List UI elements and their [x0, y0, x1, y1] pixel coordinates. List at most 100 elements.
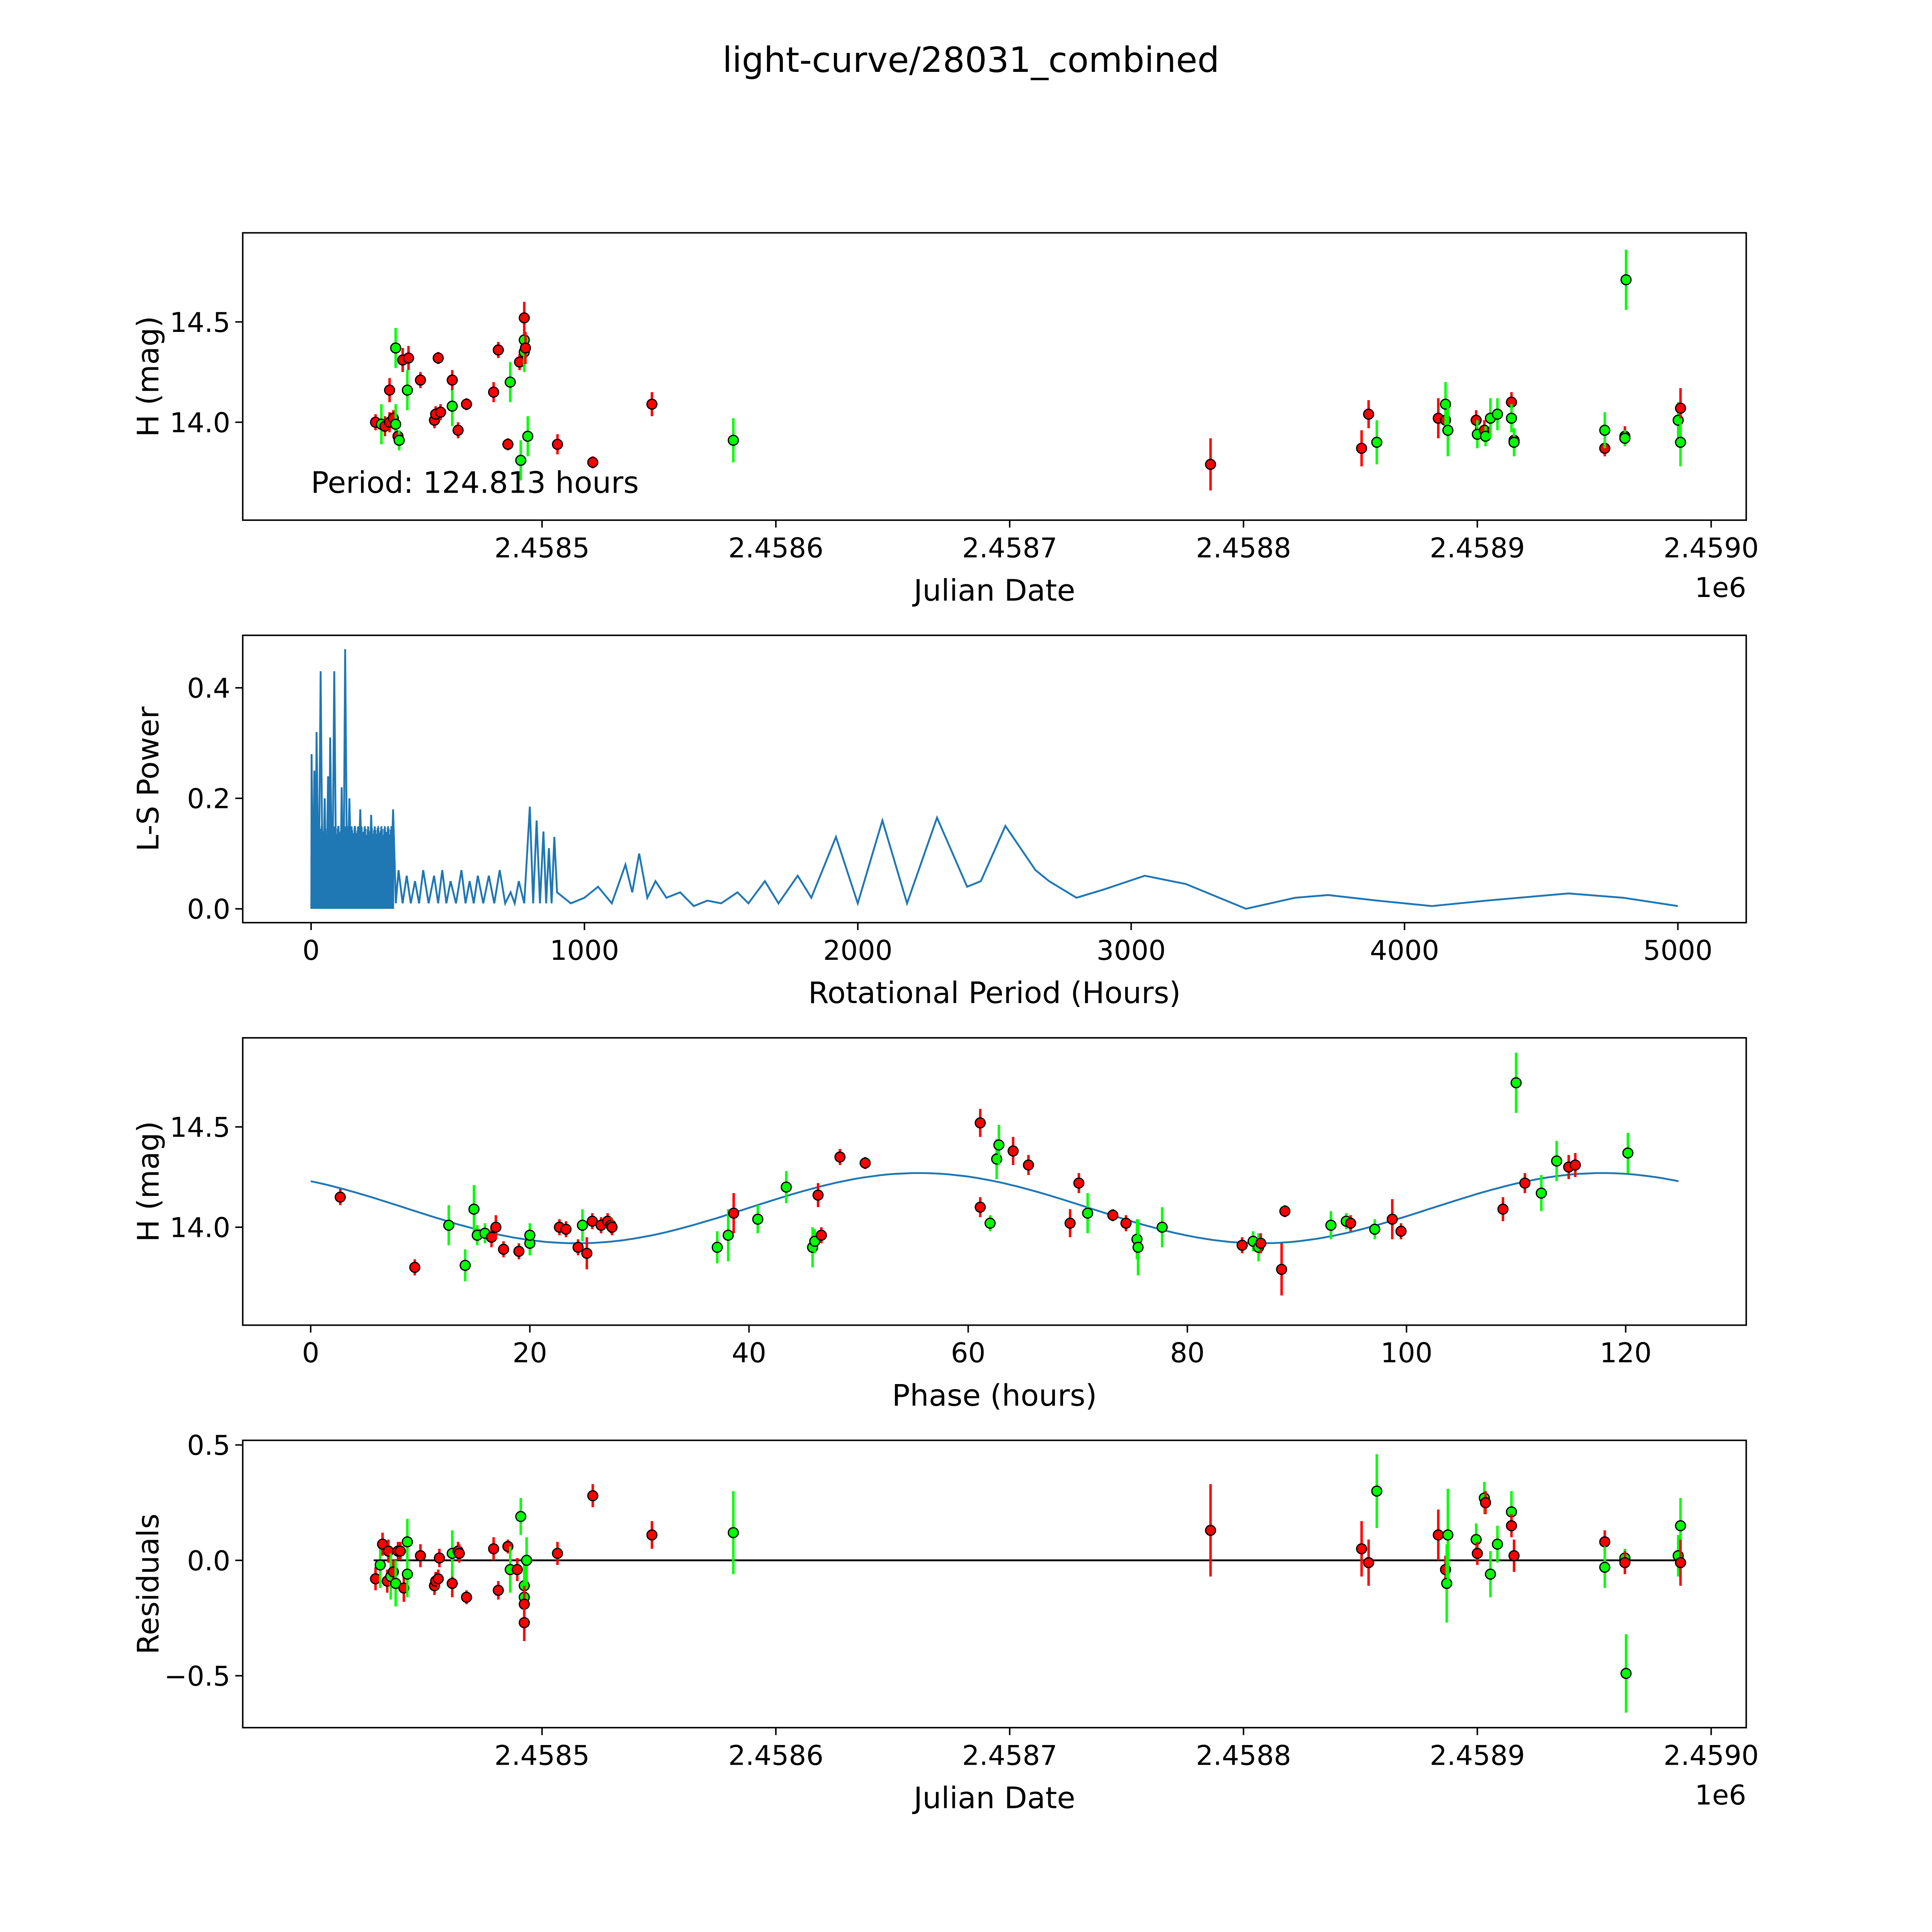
period-annotation: Period: 124.813 hours: [311, 466, 639, 500]
data-point-red: [1356, 442, 1367, 454]
x-tick-label: 2.4586: [728, 532, 824, 564]
data-point-red: [1599, 1536, 1611, 1548]
data-point-red: [1675, 1557, 1686, 1568]
data-point-red: [552, 439, 563, 450]
x-tick-label: 120: [1600, 1337, 1652, 1369]
data-point-green: [1371, 1485, 1383, 1497]
y-axis-label: H (mag): [131, 316, 166, 437]
y-tick-label: 0.4: [187, 673, 230, 704]
y-tick-label: 0.5: [187, 1430, 230, 1461]
data-point-red: [587, 1490, 599, 1502]
y-tick-label: −0.5: [164, 1660, 230, 1692]
data-point-red: [587, 457, 599, 468]
light-curve-panel: 2.4585 2.4586 2.4587 2.4588 2.4589 2.4590 14.0…: [131, 232, 1759, 608]
x-tick-label: 4000: [1370, 935, 1439, 966]
data-point-red: [335, 1191, 346, 1203]
x-axis-label: Rotational Period (Hours): [808, 976, 1181, 1010]
data-point-green: [577, 1219, 588, 1231]
data-point-red: [409, 1262, 420, 1273]
data-point-green: [728, 1527, 739, 1538]
x-tick-label: 2.4589: [1430, 532, 1525, 564]
plot-marks: [370, 250, 1686, 491]
data-point-green: [1508, 437, 1520, 448]
data-point-red: [432, 1573, 444, 1585]
data-point-green: [752, 1213, 764, 1225]
x-tick-label: 2.4585: [494, 1740, 590, 1771]
data-point-green: [993, 1139, 1005, 1151]
data-point-green: [515, 1511, 527, 1522]
data-point-red: [728, 1208, 740, 1219]
x-tick-label: 2.4590: [1663, 1740, 1759, 1771]
data-point-red: [1432, 1529, 1444, 1541]
data-point-red: [1519, 1177, 1531, 1189]
figure-title: light-curve/28031_combined: [723, 40, 1219, 80]
data-point-green: [1675, 1520, 1686, 1531]
y-tick-label: 14.0: [170, 1212, 230, 1244]
data-point-red: [572, 1242, 584, 1253]
y-tick-label: 0.2: [187, 783, 230, 815]
data-point-green: [401, 1536, 413, 1548]
data-point-red: [519, 312, 530, 324]
axes-frame: [242, 1439, 1747, 1729]
data-point-red: [498, 1243, 509, 1255]
data-point-red: [1120, 1218, 1132, 1229]
y-tick-label: 0.0: [187, 894, 230, 925]
phase-folded-panel: 0 20 40 60 80 100 120 14.0 14.5 Phase (hours) H (m…: [131, 1037, 1747, 1413]
x-axis-label: Julian Date: [912, 1781, 1075, 1815]
data-point-green: [1371, 437, 1383, 448]
data-point-green: [1619, 432, 1631, 444]
x-tick-label: 2.4588: [1196, 532, 1291, 564]
data-point-green: [443, 1219, 454, 1231]
data-point-red: [975, 1117, 986, 1129]
data-point-red: [1363, 1557, 1374, 1568]
data-point-green: [1620, 274, 1632, 286]
x-tick-label: 2.4588: [1196, 1740, 1291, 1771]
data-point-green: [984, 1218, 996, 1229]
axes-frame: [242, 1037, 1747, 1326]
x-axis-label: Phase (hours): [892, 1379, 1097, 1413]
data-point-green: [1156, 1221, 1168, 1233]
data-point-green: [390, 418, 401, 430]
x-tick-label: 3000: [1097, 935, 1166, 966]
data-point-red: [519, 1617, 530, 1628]
x-tick-label: 2.4589: [1430, 1740, 1525, 1771]
data-point-green: [1369, 1223, 1381, 1235]
data-point-green: [1620, 1668, 1632, 1679]
data-point-green: [1506, 412, 1517, 424]
data-point-green: [1622, 1147, 1634, 1159]
data-point-green: [728, 435, 739, 446]
data-point-red: [581, 1248, 593, 1259]
data-point-red: [1007, 1145, 1019, 1157]
data-point-green: [522, 430, 534, 442]
data-point-red: [975, 1201, 986, 1213]
data-point-red: [1345, 1218, 1356, 1229]
data-point-green: [446, 400, 458, 412]
data-point-red: [488, 1543, 499, 1554]
periodogram-panel: 0 1000 2000 3000 4000 5000 0.0 0.2 0.4 Rotational…: [131, 634, 1747, 1010]
data-point-green: [521, 1554, 532, 1566]
x-tick-label: 0: [302, 1337, 320, 1369]
data-point-red: [859, 1157, 871, 1169]
data-point-red: [415, 1550, 426, 1561]
data-point-green: [991, 1153, 1002, 1165]
x-tick-label: 60: [951, 1337, 986, 1369]
data-point-red: [454, 1548, 465, 1559]
data-point-green: [505, 376, 516, 388]
x-tick-label: 80: [1170, 1337, 1205, 1369]
data-point-green: [524, 1230, 536, 1241]
residuals-panel: 2.4585 2.4586 2.4587 2.4588 2.4589 2.4590 −0.5…: [131, 1430, 1759, 1815]
data-point-green: [393, 435, 405, 446]
axes-frame: [242, 232, 1747, 521]
data-point-red: [1386, 1213, 1398, 1225]
x-offset-label: 1e6: [1695, 572, 1746, 604]
data-point-red: [1073, 1177, 1085, 1189]
data-point-red: [1675, 402, 1686, 414]
plot-marks: [310, 1053, 1679, 1296]
data-point-red: [461, 1592, 472, 1603]
data-point-red: [1107, 1209, 1119, 1221]
data-point-red: [415, 374, 426, 386]
data-point-green: [1442, 425, 1454, 436]
data-point-red: [1276, 1264, 1287, 1275]
data-point-green: [1492, 1538, 1503, 1550]
